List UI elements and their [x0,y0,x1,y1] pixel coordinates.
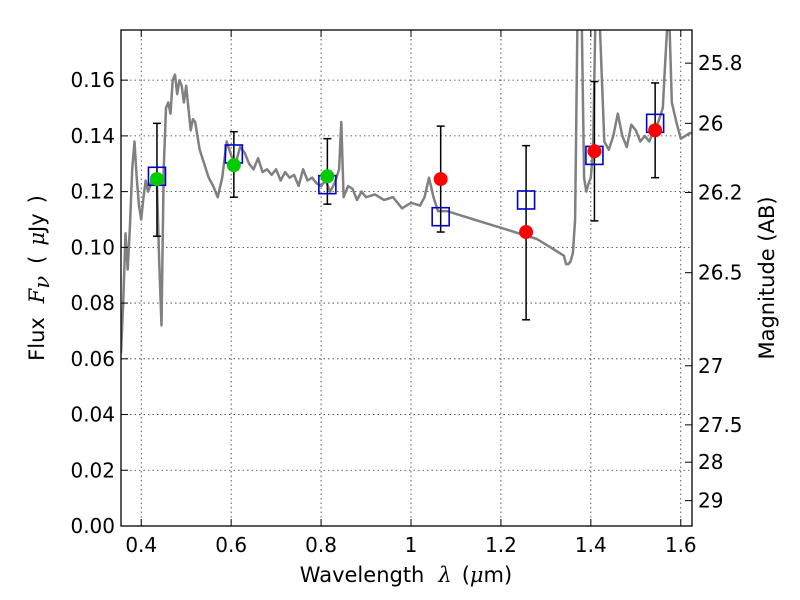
y-tick-labels: 0.00 0.02 0.04 0.06 0.08 0.10 0.12 0.14 0.16 [70,68,115,538]
grid [121,30,692,526]
y2-tick-labels: 25.8 26 26.2 26.5 27 27.5 28 29 [698,51,743,512]
model-photometry-square [431,206,450,227]
y2-tick-label: 26.5 [698,261,743,285]
x-tick-label: 0.8 [305,533,337,557]
observed-flux-point [433,172,448,187]
model-photometry-square [516,190,536,210]
y-tick-label: 0.04 [70,403,115,427]
x-tick-label: 1.6 [665,533,697,557]
y-tick-label: 0.06 [70,347,115,371]
observed-points [149,123,663,240]
x-tick-label: 1.4 [575,533,607,557]
y-tick-label: 0.12 [70,180,115,204]
y2-tick-label: 27.5 [698,413,743,437]
y-tick-label: 0.16 [70,68,115,92]
y-axis-label: Flux Fν ( μJy ) [25,195,54,361]
x-tick-label: 0.6 [215,533,247,557]
y-tick-label: 0.00 [70,514,115,538]
y2-tick-label: 26.2 [698,180,743,204]
x-tick-labels: 0.4 0.6 0.8 1 1.2 1.4 1.6 [125,533,696,557]
model-spectrum-line [121,30,692,354]
y2-tick-label: 28 [698,450,723,474]
x-tick-label: 1 [405,533,418,557]
y-tick-label: 0.02 [70,458,115,482]
y-tick-label: 0.10 [70,235,115,259]
y-tick-label: 0.14 [70,124,115,148]
axis-ticks [121,30,692,527]
y-tick-label: 0.08 [70,291,115,315]
observed-flux-point [587,144,602,159]
plot-frame [120,29,693,527]
observed-flux-point [226,158,241,173]
observed-flux-point [149,172,164,187]
observed-flux-point [648,123,663,138]
y2-tick-label: 26 [698,111,723,135]
y2-tick-label: 25.8 [698,51,743,75]
x-tick-label: 1.2 [485,533,517,557]
model-photometry-squares [147,113,665,227]
observed-flux-point [320,169,335,184]
x-axis-label: Wavelength λ (μm) [300,563,512,587]
x-tick-label: 0.4 [125,533,157,557]
y2-axis-label: Magnitude (AB) [755,196,779,359]
observed-flux-point [519,225,534,240]
y2-tick-label: 29 [698,489,723,513]
y2-tick-label: 27 [698,354,723,378]
